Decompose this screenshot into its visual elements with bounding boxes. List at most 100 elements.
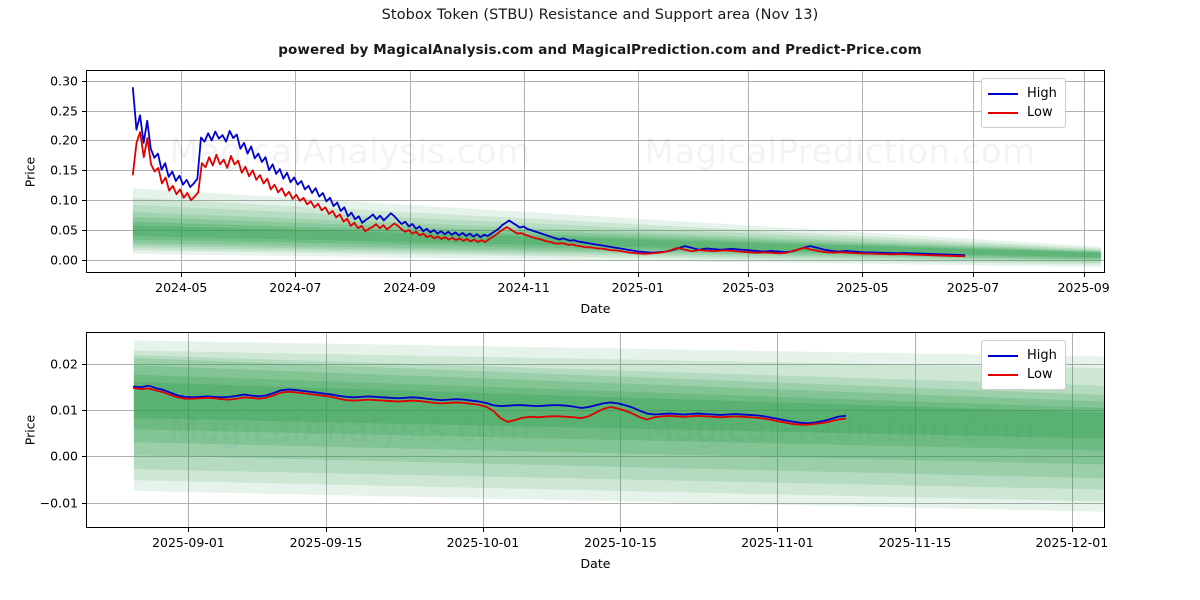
upper-series-low — [131, 131, 966, 258]
upper-xtick-mark-3 — [523, 273, 525, 277]
lower-ytick-mark-3 — [82, 363, 86, 365]
lower-plot-area — [86, 332, 1105, 528]
lower-legend-item-high[interactable]: High — [988, 346, 1057, 365]
upper-ytick-mark-3 — [82, 170, 86, 172]
upper-ytick-mark-0 — [82, 259, 86, 261]
lower-xtick-label-3: 2025-10-15 — [584, 535, 657, 550]
lower-xtick-mark-3 — [620, 528, 622, 532]
lower-gridline-x-0 — [188, 332, 190, 528]
upper-band-layer-6 — [132, 225, 1101, 258]
upper-xtick-mark-8 — [1083, 273, 1085, 277]
upper-gridline-x-4 — [637, 70, 639, 273]
upper-ytick-mark-2 — [82, 200, 86, 202]
upper-gridline-x-7 — [973, 70, 975, 273]
lower-xtick-mark-0 — [188, 528, 190, 532]
upper-xtick-label-3: 2024-11 — [497, 280, 550, 295]
upper-xtick-label-5: 2025-03 — [722, 280, 775, 295]
lower-xtick-mark-5 — [914, 528, 916, 532]
upper-ytick-label-2: 0.10 — [50, 192, 78, 208]
lower-band-layer-1 — [133, 350, 1105, 502]
upper-legend-item-low[interactable]: Low — [988, 103, 1057, 122]
upper-gridline-y-5 — [86, 110, 1105, 112]
upper-gridline-x-6 — [862, 70, 864, 273]
lower-ytick-label-1: 0.00 — [50, 448, 78, 464]
lower-gridline-x-6 — [1071, 332, 1073, 528]
upper-xaxis-label: Date — [580, 301, 611, 316]
upper-ytick-mark-6 — [82, 80, 86, 82]
lower-legend-item-low[interactable]: Low — [988, 365, 1057, 384]
upper-xtick-label-0: 2024-05 — [155, 280, 208, 295]
upper-band-layer-0 — [132, 188, 1101, 268]
chart-title: Stobox Token (STBU) Resistance and Suppo… — [381, 7, 819, 23]
lower-xaxis-label: Date — [580, 556, 611, 571]
upper-band-layer-4 — [132, 216, 1101, 260]
upper-plot-area — [86, 70, 1105, 273]
upper-xtick-mark-2 — [409, 273, 411, 277]
upper-xtick-mark-0 — [181, 273, 183, 277]
upper-xtick-label-6: 2025-05 — [836, 280, 889, 295]
chart-subtitle: powered by MagicalAnalysis.com and Magic… — [278, 42, 922, 58]
upper-gridline-x-2 — [409, 70, 411, 273]
lower-series-layer — [132, 384, 847, 426]
upper-xtick-label-8: 2025-09 — [1057, 280, 1110, 295]
lower-ytick-mark-2 — [82, 409, 86, 411]
lower-xtick-label-5: 2025-11-15 — [878, 535, 952, 550]
lower-xtick-mark-6 — [1071, 528, 1073, 532]
upper-chart-panel — [86, 70, 1105, 273]
upper-gridline-x-5 — [748, 70, 750, 273]
lower-ytick-mark-0 — [82, 502, 86, 504]
lower-ytick-label-3: 0.02 — [50, 356, 78, 371]
lower-legend[interactable]: High Low — [981, 340, 1066, 390]
lower-band-layer-4 — [133, 365, 1105, 465]
upper-gridline-x-0 — [181, 70, 183, 273]
upper-gridline-y-2 — [86, 200, 1105, 202]
upper-gridline-x-8 — [1083, 70, 1085, 273]
upper-xtick-label-2: 2024-09 — [383, 280, 436, 295]
legend-line-swatch-low-icon — [988, 111, 1018, 114]
upper-xtick-mark-6 — [862, 273, 864, 277]
upper-series-high — [131, 87, 966, 256]
upper-legend-label-1: Low — [1027, 105, 1053, 120]
upper-gridline-y-1 — [86, 230, 1105, 231]
upper-gridline-x-3 — [523, 70, 525, 273]
lower-series-high — [132, 384, 847, 425]
legend-line-swatch-high-icon — [988, 354, 1018, 357]
upper-ytick-mark-1 — [82, 230, 86, 231]
upper-xtick-mark-1 — [295, 273, 297, 277]
lower-xtick-label-0: 2025-09-01 — [152, 535, 225, 550]
upper-xtick-label-4: 2025-01 — [611, 280, 664, 295]
upper-gridline-y-4 — [86, 140, 1105, 142]
upper-gridline-y-3 — [86, 170, 1105, 172]
lower-legend-label-0: High — [1027, 348, 1057, 363]
upper-xtick-mark-7 — [973, 273, 975, 277]
upper-ytick-label-0: 0.00 — [50, 252, 78, 268]
lower-gridline-x-5 — [914, 332, 916, 528]
lower-gridline-x-2 — [482, 332, 484, 528]
lower-ytick-mark-1 — [82, 456, 86, 458]
lower-ytick-label-2: 0.01 — [50, 402, 78, 418]
upper-band-layer-1 — [132, 197, 1101, 265]
upper-legend[interactable]: High Low — [981, 78, 1066, 128]
upper-gridline-y-6 — [86, 80, 1105, 82]
lower-yaxis-label: Price — [22, 414, 38, 446]
upper-ytick-label-4: 0.20 — [50, 132, 78, 148]
lower-xtick-label-1: 2025-09-15 — [289, 535, 363, 550]
legend-line-swatch-low-icon — [988, 373, 1018, 376]
legend-line-swatch-high-icon — [988, 92, 1018, 95]
upper-legend-item-high[interactable]: High — [988, 84, 1057, 103]
lower-band-layer-2 — [133, 355, 1105, 490]
lower-gridline-y-1 — [86, 456, 1105, 458]
upper-ytick-label-1: 0.05 — [50, 222, 78, 238]
upper-legend-label-0: High — [1027, 86, 1057, 101]
upper-ytick-label-5: 0.25 — [50, 103, 78, 119]
lower-band-layer-3 — [133, 357, 1105, 479]
lower-chart-panel — [86, 332, 1105, 528]
lower-ytick-label-0: −0.01 — [39, 495, 78, 510]
upper-gridline-x-1 — [295, 70, 297, 273]
lower-xtick-mark-1 — [325, 528, 327, 532]
lower-gridline-y-0 — [86, 502, 1105, 504]
upper-ytick-mark-5 — [82, 110, 86, 112]
lower-gridline-x-1 — [325, 332, 327, 528]
lower-xtick-label-4: 2025-11-01 — [741, 535, 814, 550]
